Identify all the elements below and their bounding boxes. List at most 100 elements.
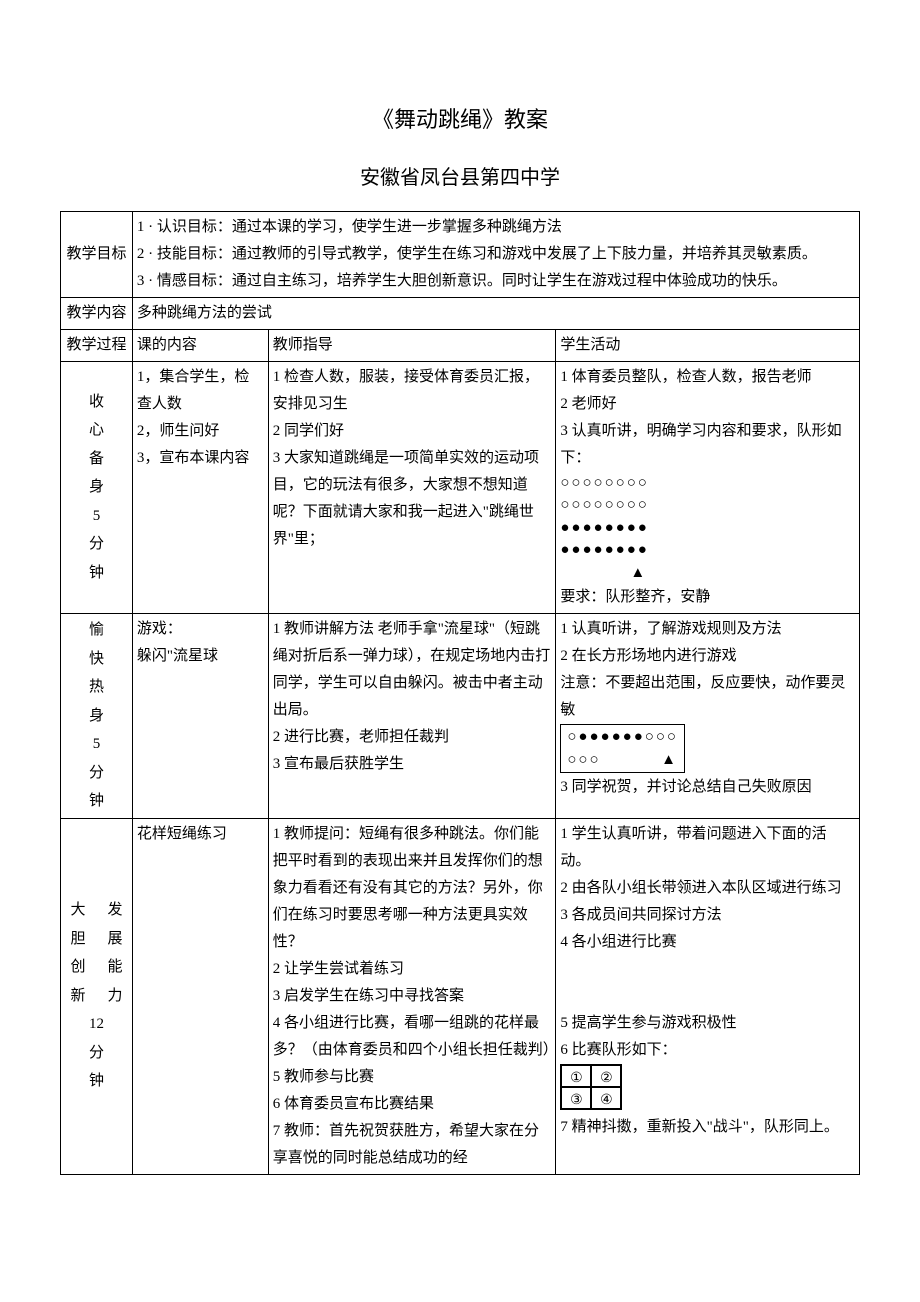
s3-c2-l1: 花样短绳练习 — [137, 821, 264, 848]
s3-sl-0: 大 — [70, 896, 85, 925]
s3-c3-l5: 5 教师参与比赛 — [273, 1064, 552, 1091]
section-2-row: 愉 快 热 身 5 分 钟 游戏： 躲闪"流星球 1 教师讲解方法 老师手拿"流… — [61, 614, 860, 819]
s1-c2-l3: 3，宣布本课内容 — [137, 445, 264, 472]
content-label: 教学内容 — [61, 297, 133, 329]
s2-c2-l2: 躲闪"流星球 — [137, 643, 264, 670]
section-3-row: 大发 胆展 创能 新力 12 分 钟 花样短绳练习 1 教师提问：短绳有很多种跳… — [61, 818, 860, 1174]
s3-sr-2: 能 — [107, 953, 122, 982]
quad-a: ① — [561, 1065, 591, 1087]
section-2-side: 愉 快 热 身 5 分 钟 — [61, 614, 133, 819]
goals-label: 教学目标 — [61, 211, 133, 297]
s3-c4-l4: 4 各小组进行比赛 — [560, 929, 855, 956]
s3-sl-6: 钟 — [89, 1067, 104, 1096]
s2-c4-l3: 注意：不要超出范围，反应要快，动作要灵敏 — [560, 670, 855, 724]
s1-c4: 1 体育委员整队，检查人数，报告老师 2 老师好 3 认真听讲，明确学习内容和要… — [556, 361, 860, 614]
s1-c3-l2: 2 同学们好 — [273, 418, 552, 445]
s1-formation-5: ▲ — [560, 562, 855, 585]
goal-line-1: 1 · 认识目标：通过本课的学习，使学生进一步掌握多种跳绳方法 — [137, 214, 855, 241]
s3-c2: 花样短绳练习 — [132, 818, 268, 1174]
s1-formation-2: ○○○○○○○○ — [560, 494, 855, 517]
s1-formation-3: ●●●●●●●● — [560, 517, 855, 540]
s2-c2-l1: 游戏： — [137, 616, 264, 643]
s2-formation-2a: ○○○ — [567, 749, 600, 772]
s3-sl-2: 创 — [70, 953, 85, 982]
s2-c3-l2: 2 进行比赛，老师担任裁判 — [273, 724, 552, 751]
s2-side-3: 身 — [89, 702, 104, 731]
s2-c3: 1 教师讲解方法 老师手拿"流星球"（短跳绳对折后系一弹力球），在规定场地内击打… — [268, 614, 556, 819]
s1-formation-4: ●●●●●●●● — [560, 539, 855, 562]
section-1-row: 收 心 备 身 5 分 钟 1，集合学生，检查人数 2，师生问好 3，宣布本课内… — [61, 361, 860, 614]
s2-side-5: 分 — [89, 759, 104, 788]
s1-formation-1: ○○○○○○○○ — [560, 472, 855, 495]
header-c2: 课的内容 — [132, 329, 268, 361]
s2-side-4: 5 — [93, 730, 101, 759]
s3-sl-5: 分 — [89, 1039, 104, 1068]
s1-c4-l2: 2 老师好 — [560, 391, 855, 418]
s3-sr-3: 力 — [107, 982, 122, 1011]
s2-side-2: 热 — [89, 673, 104, 702]
header-c3: 教师指导 — [268, 329, 556, 361]
s1-side-3: 身 — [89, 473, 104, 502]
s1-side-5: 分 — [89, 530, 104, 559]
s1-c2-l2: 2，师生问好 — [137, 418, 264, 445]
quad-c: ③ — [561, 1087, 591, 1109]
s1-c2: 1，集合学生，检查人数 2，师生问好 3，宣布本课内容 — [132, 361, 268, 614]
section-3-side: 大发 胆展 创能 新力 12 分 钟 — [61, 818, 133, 1174]
s2-formation-2b: ▲ — [661, 749, 678, 772]
s3-c4-l5: 5 提高学生参与游戏积极性 — [560, 1010, 855, 1037]
s1-c3: 1 检查人数，服装，接受体育委员汇报，安排见习生 2 同学们好 3 大家知道跳绳… — [268, 361, 556, 614]
s1-c2-l1: 1，集合学生，检查人数 — [137, 364, 264, 418]
page-subtitle: 安徽省凤台县第四中学 — [60, 160, 860, 196]
s1-side-2: 备 — [89, 445, 104, 474]
s2-side-1: 快 — [89, 645, 104, 674]
s3-sl-3: 新 — [70, 982, 85, 1011]
s2-c3-l3: 3 宣布最后获胜学生 — [273, 751, 552, 778]
s3-c4-l6: 6 比赛队形如下： — [560, 1037, 855, 1064]
s1-c4-req: 要求：队形整齐，安静 — [560, 584, 855, 611]
content-text: 多种跳绳方法的尝试 — [132, 297, 859, 329]
s3-c4-l2: 2 由各队小组长带领进入本队区域进行练习 — [560, 875, 855, 902]
header-row: 教学过程 课的内容 教师指导 学生活动 — [61, 329, 860, 361]
s2-c4-l1: 1 认真听讲，了解游戏规则及方法 — [560, 616, 855, 643]
s2-formation-1: ○●●●●●●○○○ — [567, 726, 678, 749]
s2-side-6: 钟 — [89, 787, 104, 816]
s3-sr-0: 发 — [107, 896, 122, 925]
goals-row: 教学目标 1 · 认识目标：通过本课的学习，使学生进一步掌握多种跳绳方法 2 ·… — [61, 211, 860, 297]
s3-c3-l3: 3 启发学生在练习中寻找答案 — [273, 983, 552, 1010]
s1-c3-l3: 3 大家知道跳绳是一项简单实效的运动项目，它的玩法有很多，大家想不想知道呢？下面… — [273, 445, 552, 553]
goals-text: 1 · 认识目标：通过本课的学习，使学生进一步掌握多种跳绳方法 2 · 技能目标… — [132, 211, 859, 297]
goal-line-2: 2 · 技能目标：通过教师的引导式教学，使学生在练习和游戏中发展了上下肢力量，并… — [137, 241, 855, 268]
content-row: 教学内容 多种跳绳方法的尝试 — [61, 297, 860, 329]
s3-c3: 1 教师提问：短绳有很多种跳法。你们能把平时看到的表现出来并且发挥你们的想象力看… — [268, 818, 556, 1174]
s2-c4: 1 认真听讲，了解游戏规则及方法 2 在长方形场地内进行游戏 注意：不要超出范围… — [556, 614, 860, 819]
header-c4: 学生活动 — [556, 329, 860, 361]
s1-c4-l1: 1 体育委员整队，检查人数，报告老师 — [560, 364, 855, 391]
quad-d: ④ — [591, 1087, 621, 1109]
section-1-side: 收 心 备 身 5 分 钟 — [61, 361, 133, 614]
s3-c4-l3: 3 各成员间共同探讨方法 — [560, 902, 855, 929]
s1-side-0: 收 — [89, 388, 104, 417]
lesson-plan-table: 教学目标 1 · 认识目标：通过本课的学习，使学生进一步掌握多种跳绳方法 2 ·… — [60, 211, 860, 1175]
s3-c3-l1: 1 教师提问：短绳有很多种跳法。你们能把平时看到的表现出来并且发挥你们的想象力看… — [273, 821, 552, 956]
quad-b: ② — [591, 1065, 621, 1087]
s1-side-6: 钟 — [89, 559, 104, 588]
s2-c4-l2: 2 在长方形场地内进行游戏 — [560, 643, 855, 670]
s2-side-0: 愉 — [89, 616, 104, 645]
header-c1: 教学过程 — [61, 329, 133, 361]
s1-side-4: 5 — [93, 502, 101, 531]
s3-sl-4: 12 — [89, 1010, 104, 1039]
s2-c3-l1: 1 教师讲解方法 老师手拿"流星球"（短跳绳对折后系一弹力球），在规定场地内击打… — [273, 616, 552, 724]
s3-sl-1: 胆 — [70, 925, 85, 954]
goal-line-3: 3 · 情感目标：通过自主练习，培养学生大胆创新意识。同时让学生在游戏过程中体验… — [137, 268, 855, 295]
page-title: 《舞动跳绳》教案 — [60, 100, 860, 140]
s3-c3-l6: 6 体育委员宣布比赛结果 — [273, 1091, 552, 1118]
s3-c4: 1 学生认真听讲，带着问题进入下面的活动。 2 由各队小组长带领进入本队区域进行… — [556, 818, 860, 1174]
quad-formation: ① ② ③ ④ — [560, 1064, 622, 1110]
s3-c4-l1: 1 学生认真听讲，带着问题进入下面的活动。 — [560, 821, 855, 875]
s3-c3-l4: 4 各小组进行比赛，看哪一组跳的花样最多？（由体育委员和四个小组长担任裁判） — [273, 1010, 552, 1064]
s3-sr-1: 展 — [107, 925, 122, 954]
s1-side-1: 心 — [89, 416, 104, 445]
s3-c4-l7: 7 精神抖擞，重新投入"战斗"，队形同上。 — [560, 1114, 855, 1141]
s1-c3-l1: 1 检查人数，服装，接受体育委员汇报，安排见习生 — [273, 364, 552, 418]
s3-c3-l2: 2 让学生尝试着练习 — [273, 956, 552, 983]
